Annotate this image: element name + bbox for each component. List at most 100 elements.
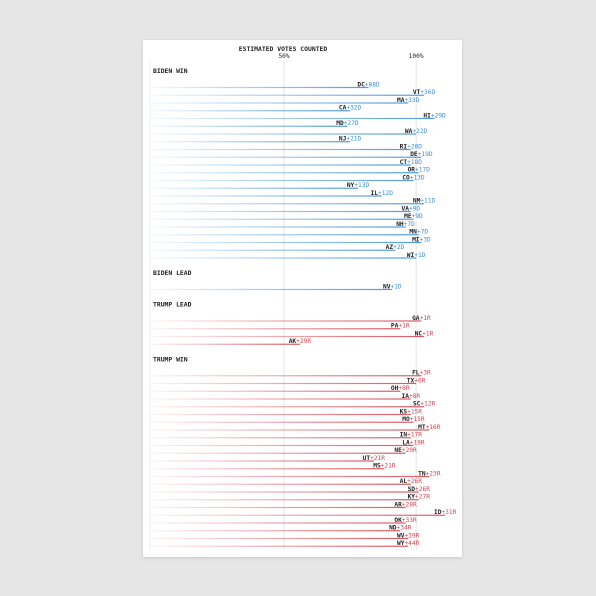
state-code: WA: [405, 128, 413, 135]
state-margin: +1D: [390, 283, 401, 290]
count-line: [150, 203, 425, 205]
count-line: [150, 187, 358, 189]
state-margin: +29R: [296, 338, 311, 345]
state-code: SC: [413, 401, 421, 408]
count-line: [150, 483, 411, 485]
state-margin: +1D: [414, 252, 425, 259]
state-margin: +31R: [441, 509, 456, 516]
state-margin: +9D: [412, 213, 423, 220]
state-label: CA+32D: [339, 105, 362, 112]
state-margin: +12D: [378, 190, 393, 197]
state-label: WI+1D: [407, 252, 426, 259]
state-margin: +3D: [420, 236, 431, 243]
section-header: TRUMP LEAD: [153, 301, 192, 309]
state-label: WY+44R: [397, 540, 420, 547]
count-line: [150, 343, 300, 345]
count-line: [150, 335, 425, 338]
count-line: [150, 390, 401, 392]
state-code: MT: [418, 424, 426, 431]
state-label: PA+1R: [391, 323, 410, 330]
state-label: VT+36D: [413, 89, 436, 96]
state-label: NY+13D: [347, 182, 370, 189]
state-margin: +27D: [344, 120, 359, 127]
chart-title: ESTIMATED VOTES COUNTED: [239, 45, 328, 53]
state-margin: +2D: [393, 244, 404, 251]
state-code: AL: [400, 478, 408, 485]
x-tick-label: 50%: [278, 53, 289, 60]
state-code: NC: [415, 330, 423, 337]
state-margin: +20D: [407, 143, 422, 150]
state-code: NY: [347, 182, 355, 189]
state-code: FL: [412, 370, 420, 377]
state-label: OK+33R: [394, 517, 417, 524]
state-code: MA: [397, 97, 405, 104]
state-margin: +8R: [409, 393, 420, 400]
state-code: AR: [394, 501, 402, 508]
state-code: MN: [409, 229, 417, 236]
count-line: [150, 382, 417, 385]
state-code: IA: [402, 393, 410, 400]
state-code: OR: [408, 167, 416, 174]
state-label: DE+19D: [410, 151, 433, 158]
state-code: ID: [434, 509, 442, 516]
count-line: [150, 413, 411, 416]
state-margin: +1R: [420, 315, 431, 322]
state-code: IL: [371, 190, 379, 197]
state-margin: +26R: [415, 486, 430, 493]
state-margin: +29D: [431, 112, 446, 119]
state-margin: +28R: [402, 501, 417, 508]
count-line: [150, 241, 422, 244]
state-label: AL+26R: [400, 478, 423, 485]
state-code: MS: [373, 463, 381, 470]
count-line: [150, 218, 414, 220]
count-line: [150, 460, 374, 462]
count-line: [150, 514, 446, 516]
count-line: [150, 234, 419, 236]
state-margin: +22D: [412, 128, 427, 135]
state-code: NE: [394, 447, 402, 454]
count-line: [150, 133, 417, 135]
count-line: [150, 179, 414, 182]
state-label: OH+8R: [391, 385, 410, 392]
state-margin: +23R: [426, 470, 441, 477]
state-margin: +44R: [404, 540, 419, 547]
count-line: [150, 437, 411, 439]
state-code: HI: [423, 112, 431, 119]
state-label: RI+20D: [400, 143, 423, 150]
count-line: [150, 421, 414, 423]
state-margin: +19R: [410, 439, 425, 446]
state-label: MA+33D: [397, 97, 420, 104]
state-margin: +7D: [417, 229, 428, 236]
state-margin: +21R: [381, 463, 396, 470]
state-label: GA+1R: [412, 315, 431, 322]
state-code: AK: [289, 338, 297, 345]
state-label: MO+15R: [402, 416, 425, 423]
state-label: WA+22D: [405, 128, 428, 135]
state-code: WY: [397, 540, 405, 547]
state-code: KS: [400, 408, 408, 415]
state-code: CA: [339, 105, 347, 112]
state-margin: +16R: [426, 424, 441, 431]
state-code: WI: [407, 252, 415, 259]
count-line: [150, 491, 419, 493]
state-code: UT: [363, 455, 371, 462]
state-code: NV: [383, 283, 391, 290]
state-code: AZ: [386, 244, 394, 251]
section-header: BIDEN WIN: [153, 67, 188, 75]
count-line: [150, 110, 351, 112]
state-label: MN+7D: [409, 229, 428, 236]
state-label: MI+3D: [412, 236, 431, 243]
state-code: RI: [400, 143, 408, 150]
count-line: [150, 195, 382, 197]
state-code: SD: [408, 486, 416, 493]
state-margin: +13D: [354, 182, 369, 189]
state-label: TX+6R: [407, 377, 426, 384]
state-code: MO: [402, 416, 410, 423]
state-code: VT: [413, 89, 421, 96]
count-line: [150, 117, 435, 120]
state-margin: +6R: [414, 377, 425, 384]
count-line: [150, 288, 393, 291]
state-label: UT+21R: [363, 455, 386, 462]
state-label: HI+29D: [423, 112, 446, 119]
count-line: [150, 537, 409, 540]
